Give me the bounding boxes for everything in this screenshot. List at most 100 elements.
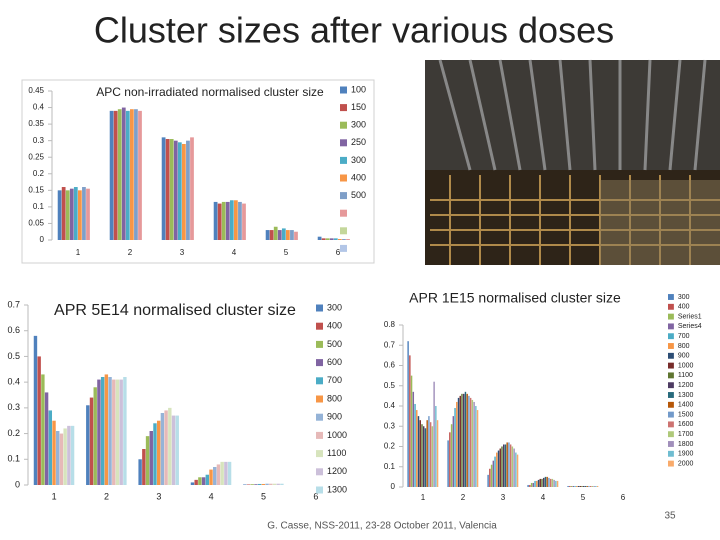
bar <box>57 190 62 240</box>
bar <box>229 200 234 240</box>
x-tick-label: 6 <box>621 493 626 502</box>
y-tick-label: 0.7 <box>7 299 20 309</box>
legend-swatch <box>316 304 323 312</box>
bar <box>433 381 435 487</box>
bar <box>168 407 172 485</box>
bar <box>589 485 592 487</box>
bar <box>265 230 270 240</box>
bar <box>543 477 545 487</box>
legend-swatch <box>668 313 674 320</box>
bar <box>466 393 468 487</box>
x-tick-label: 5 <box>284 248 289 257</box>
legend-label: 1400 <box>678 402 694 409</box>
bar <box>194 479 198 485</box>
bar <box>428 416 430 487</box>
bar <box>581 485 583 487</box>
bar <box>121 107 126 240</box>
legend-label: 400 <box>678 304 690 311</box>
bar <box>551 478 554 487</box>
bar <box>496 452 498 487</box>
bar <box>82 187 86 240</box>
legend-swatch <box>316 377 323 385</box>
legend-swatch <box>340 139 347 147</box>
x-tick-label: 2 <box>128 248 133 257</box>
bar <box>536 480 538 487</box>
legend-label: 1800 <box>678 441 694 448</box>
legend-swatch <box>340 209 347 217</box>
bar <box>530 482 533 487</box>
legend-label: 1200 <box>327 466 347 476</box>
bar <box>142 449 146 485</box>
legend-label: 1200 <box>678 382 694 389</box>
bar <box>473 401 475 487</box>
bar <box>529 484 531 487</box>
legend-label: 2000 <box>678 460 694 467</box>
x-tick-label: 4 <box>232 248 237 257</box>
bar <box>156 420 161 485</box>
bar <box>539 478 541 487</box>
bar <box>424 428 427 487</box>
bar <box>429 422 432 487</box>
legend-swatch <box>316 431 323 439</box>
bar <box>269 483 273 485</box>
bar <box>138 110 142 240</box>
photo-pad <box>600 180 720 265</box>
legend-swatch <box>668 372 674 379</box>
y-tick-label: 0.15 <box>28 185 44 194</box>
bar <box>414 403 416 487</box>
legend-label: 400 <box>351 172 366 182</box>
legend-swatch <box>668 411 674 418</box>
x-tick-label: 6 <box>313 491 318 501</box>
y-tick-label: 0.3 <box>7 402 20 412</box>
legend-label: 300 <box>327 302 342 312</box>
bar <box>160 413 165 485</box>
bar <box>426 420 428 487</box>
y-tick-label: 0.2 <box>384 442 396 451</box>
legend-swatch <box>668 441 674 447</box>
legend-swatch <box>668 460 674 467</box>
legend-swatch <box>668 303 674 310</box>
legend-label: 100 <box>351 84 366 94</box>
bar <box>113 110 118 240</box>
y-tick-label: 0.4 <box>33 103 45 112</box>
bar <box>123 377 127 485</box>
legend-swatch <box>668 421 674 428</box>
bar <box>273 226 278 240</box>
legend-label: 900 <box>327 412 342 422</box>
y-tick-label: 0.1 <box>7 454 20 464</box>
bar <box>213 467 217 485</box>
bar <box>456 401 458 487</box>
legend-swatch <box>340 244 347 252</box>
chart-title: APR 1E15 normalised cluster size <box>409 290 621 306</box>
bar <box>435 406 437 487</box>
x-tick-label: 1 <box>52 491 57 501</box>
bar <box>100 377 105 485</box>
bar <box>115 379 120 485</box>
bar <box>527 484 529 487</box>
bar <box>596 485 599 487</box>
bar <box>346 239 350 240</box>
legend-label: Series4 <box>678 323 702 330</box>
legend-label: 600 <box>327 357 342 367</box>
bar <box>173 140 178 240</box>
bar <box>546 476 548 487</box>
bar <box>209 469 213 485</box>
bar <box>272 483 277 485</box>
photo <box>425 59 720 265</box>
bar <box>41 374 45 485</box>
bar <box>412 391 415 487</box>
bar <box>238 201 242 240</box>
bar <box>254 484 258 485</box>
y-tick-label: 0.4 <box>384 401 396 410</box>
bar <box>86 188 90 240</box>
bar <box>33 335 38 485</box>
bar <box>572 485 575 487</box>
bar <box>489 468 491 487</box>
chart-title: APR 5E14 normalised cluster size <box>54 302 296 319</box>
bar <box>281 228 286 240</box>
bar <box>423 426 425 487</box>
bar <box>431 426 434 487</box>
bar <box>205 474 210 485</box>
